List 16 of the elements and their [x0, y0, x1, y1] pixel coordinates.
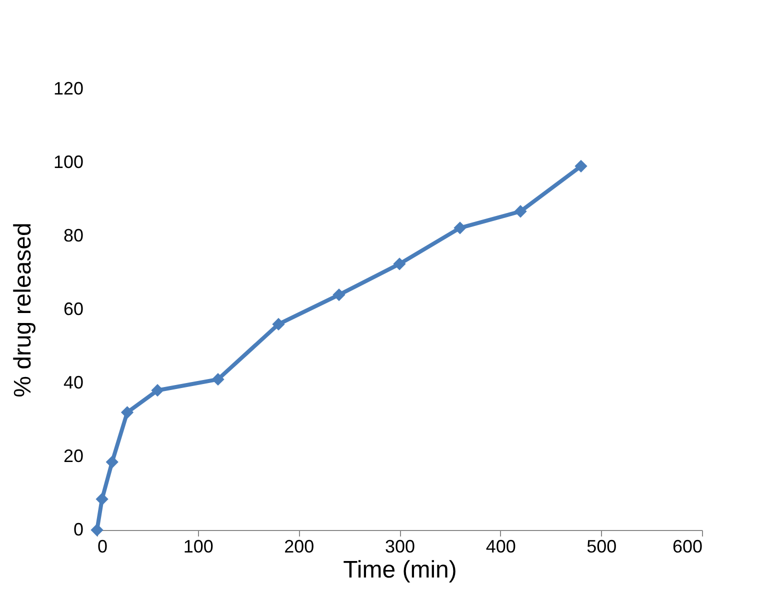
y-tick-label: 20 [63, 446, 84, 466]
y-tick-label: 100 [53, 152, 84, 172]
y-tick-label: 40 [63, 372, 84, 392]
x-tick-label: 0 [98, 536, 108, 556]
y-tick-label: 60 [63, 299, 84, 319]
y-tick-label: 120 [53, 78, 84, 98]
y-tick-label: 0 [73, 520, 84, 540]
x-tick-label: 500 [586, 536, 617, 556]
y-tick-label: 80 [63, 226, 84, 246]
x-tick-label: 100 [183, 536, 214, 556]
y-axis-title: % drug released [9, 222, 36, 398]
x-axis-title: Time (min) [343, 556, 457, 584]
x-tick-label: 400 [486, 536, 516, 556]
x-tick-label: 300 [384, 536, 416, 556]
x-tick-label: 200 [284, 536, 314, 556]
x-tick-label: 600 [672, 536, 702, 556]
